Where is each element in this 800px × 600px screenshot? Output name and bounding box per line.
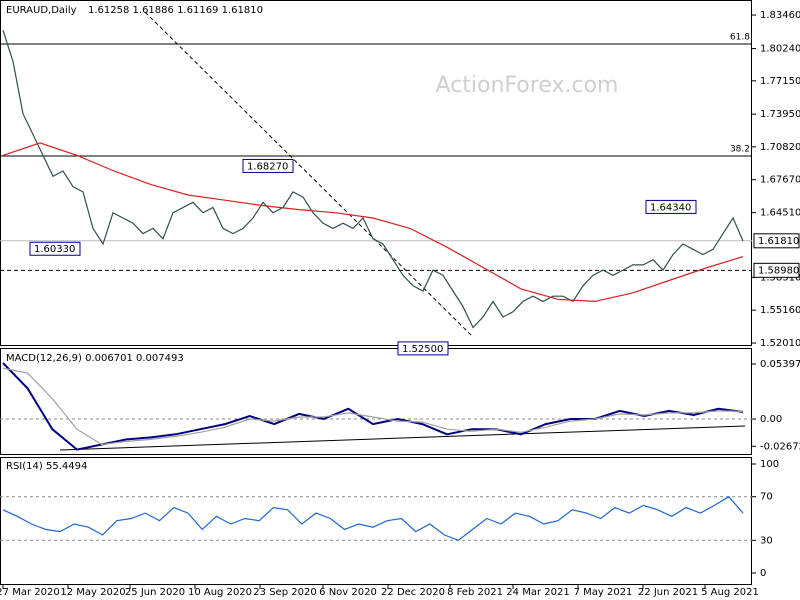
annotation-label: 1.68270: [247, 161, 288, 172]
y-tick-label: 1.67670: [760, 175, 800, 186]
macd-panel: [0, 348, 752, 455]
annotation-box: [397, 341, 449, 356]
series-line: [2, 495, 744, 541]
rsi-title: RSI(14) 55.4494: [6, 461, 87, 472]
y-tick-label: 0.05397: [760, 359, 800, 370]
y-tick-label: 30: [760, 535, 773, 546]
y-tick-label: 100: [760, 459, 779, 470]
series-line: [2, 30, 744, 329]
x-tick-label: 8 Feb 2021: [447, 587, 503, 598]
y-tick-label: 1.83460: [760, 10, 800, 21]
ohlc: 1.61258 1.61886 1.61169 1.61810: [88, 5, 263, 16]
macd-title: MACD(12,26,9) 0.006701 0.007493: [6, 353, 184, 364]
rsi-panel: [0, 457, 752, 585]
x-tick-label: 27 Mar 2020: [0, 587, 60, 598]
price-box: [753, 233, 800, 249]
y-tick-label: 0.00: [760, 414, 782, 425]
annotation-label: 1.60330: [34, 244, 75, 255]
y-tick-label: 1.80240: [760, 44, 800, 55]
price-box-label: 1.61810: [758, 236, 799, 247]
annotation-label: 1.64340: [650, 202, 691, 213]
x-tick-label: 22 Dec 2020: [381, 587, 445, 598]
x-tick-label: 22 Jun 2021: [638, 587, 698, 598]
price-box: [753, 262, 800, 278]
x-tick-label: 24 Mar 2021: [506, 587, 569, 598]
y-tick-label: 1.55160: [760, 305, 800, 316]
symbol: EURAUD,Daily: [6, 5, 77, 16]
x-tick-label: 7 May 2021: [574, 587, 633, 598]
annotation-box: [645, 199, 697, 214]
series-line: [2, 362, 744, 451]
series-line: [2, 142, 744, 303]
y-tick-label: 1.73950: [760, 109, 800, 120]
x-tick-label: 10 Aug 2020: [188, 587, 252, 598]
x-tick-label: 5 Aug 2021: [701, 587, 759, 598]
x-tick-label: 6 Nov 2020: [319, 587, 377, 598]
y-tick-label: 1.64510: [760, 208, 800, 219]
y-tick-label: -0.026726: [760, 441, 800, 452]
annotation-box: [29, 241, 81, 256]
y-tick-label: 1.70820: [760, 142, 800, 153]
x-tick-label: 23 Sep 2020: [253, 587, 316, 598]
x-tick-label: 12 May 2020: [60, 587, 125, 598]
macd-trendline: [59, 425, 746, 451]
y-tick-label: 1.52010: [760, 338, 800, 349]
series-line: [2, 367, 744, 446]
price-panel: [0, 0, 752, 346]
fib-label: 38.2: [730, 145, 750, 155]
x-tick-label: 25 Jun 2020: [125, 587, 185, 598]
y-tick-label: 70: [760, 492, 773, 503]
y-tick-label: 1.77150: [760, 76, 800, 87]
annotation-label: 1.52500: [402, 344, 443, 355]
fib-label: 61.8: [730, 33, 750, 43]
watermark: ActionForex.com: [436, 73, 619, 98]
trendline: [144, 11, 473, 337]
y-tick-label: 0: [760, 568, 766, 579]
price-box-label: 1.58980: [758, 265, 799, 276]
annotation-box: [242, 158, 294, 173]
